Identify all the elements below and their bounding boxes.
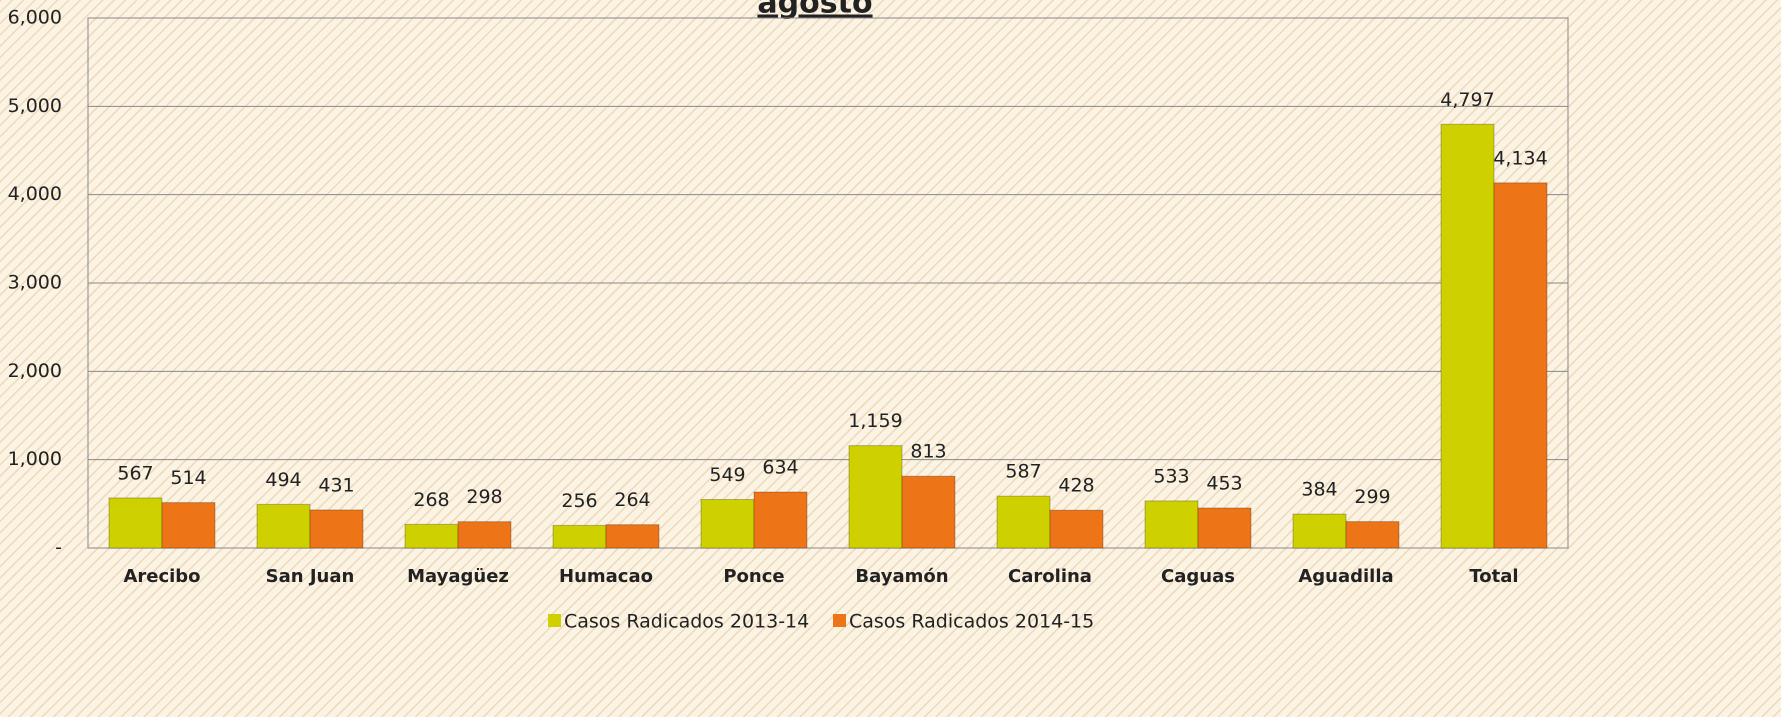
y-tick-label: 6,000: [8, 7, 62, 29]
x-tick-label: Humacao: [559, 566, 653, 587]
x-tick-label: San Juan: [266, 566, 355, 587]
x-tick-label: Aguadilla: [1298, 566, 1393, 587]
y-tick-label: 5,000: [8, 95, 62, 117]
bar: [1292, 513, 1347, 549]
data-label: 813: [910, 441, 946, 463]
bar: [457, 521, 512, 549]
bar: [901, 475, 956, 549]
x-tick-label: Bayamón: [855, 566, 948, 587]
x-tick-label: Mayagüez: [407, 566, 509, 587]
bar: [605, 524, 660, 549]
y-tick-label: 3,000: [8, 272, 62, 294]
data-label: 428: [1058, 475, 1094, 497]
data-label: 549: [709, 464, 745, 486]
data-label: 256: [561, 490, 597, 512]
data-label: 264: [614, 489, 650, 511]
bar: [404, 523, 459, 549]
chart-title: agosto: [757, 0, 872, 21]
legend-label: Casos Radicados 2013-14: [564, 611, 809, 633]
bar: [552, 524, 607, 549]
bar: [108, 497, 163, 549]
data-label: 533: [1153, 465, 1189, 487]
bar: [1049, 509, 1104, 549]
bar: [256, 503, 311, 549]
y-tick-label: -: [55, 537, 62, 559]
bar: [848, 445, 903, 549]
data-label: 567: [117, 462, 153, 484]
data-label: 453: [1206, 472, 1242, 494]
data-label: 4,797: [1440, 89, 1494, 111]
x-tick-label: Ponce: [723, 566, 784, 587]
data-label: 384: [1301, 479, 1337, 501]
y-tick-label: 1,000: [8, 448, 62, 470]
y-tick-label: 2,000: [8, 360, 62, 382]
x-tick-label: Caguas: [1161, 566, 1235, 587]
legend-label: Casos Radicados 2014-15: [849, 611, 1094, 633]
bar: [996, 495, 1051, 549]
legend-swatch: [833, 614, 846, 627]
bar: [753, 491, 808, 549]
legend-swatch: [548, 614, 561, 627]
bar: [1493, 182, 1548, 549]
data-label: 431: [318, 474, 354, 496]
data-label: 1,159: [848, 410, 902, 432]
y-tick-label: 4,000: [8, 183, 62, 205]
x-tick-label: Total: [1469, 566, 1518, 587]
bar: [700, 499, 755, 549]
bar: [1144, 500, 1199, 549]
data-label: 298: [466, 486, 502, 508]
data-label: 268: [413, 489, 449, 511]
data-label: 587: [1005, 461, 1041, 483]
bar: [1197, 507, 1252, 549]
bar: [1345, 521, 1400, 549]
x-tick-label: Carolina: [1008, 566, 1092, 587]
data-label: 4,134: [1493, 147, 1547, 169]
data-label: 634: [762, 456, 798, 478]
x-tick-label: Arecibo: [123, 566, 200, 587]
data-label: 514: [170, 467, 206, 489]
bar: [1440, 123, 1495, 549]
data-label: 299: [1354, 486, 1390, 508]
bar: [309, 509, 364, 549]
data-label: 494: [265, 469, 301, 491]
bar: [161, 502, 216, 549]
